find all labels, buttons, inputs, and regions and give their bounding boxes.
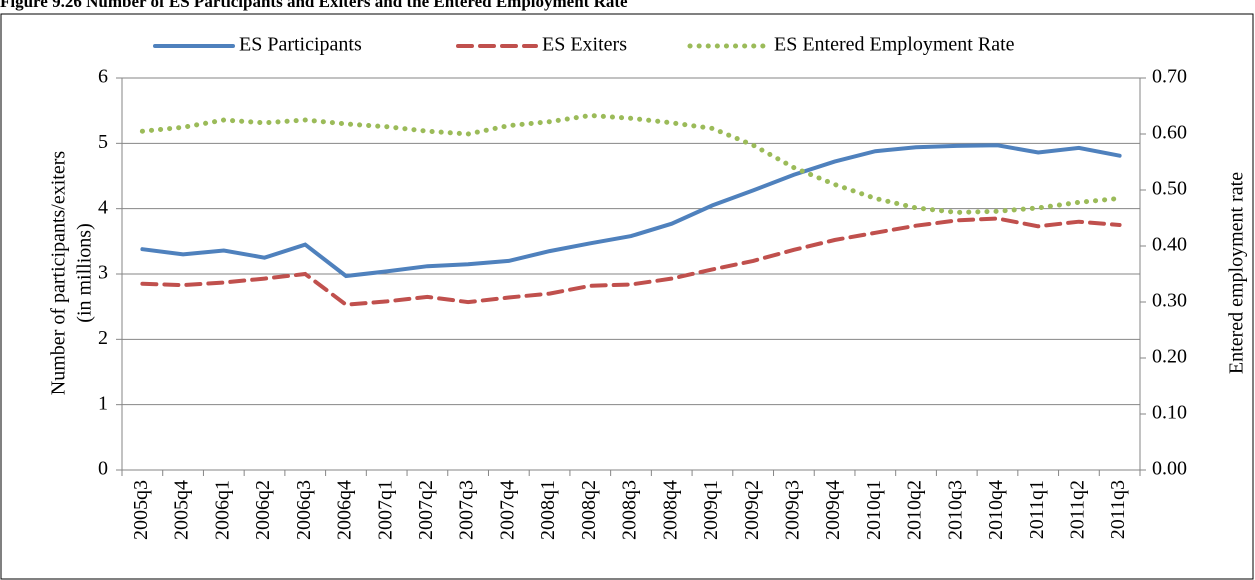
x-tick-label: 2007q3 (456, 480, 478, 540)
x-tick-label: 2011q3 (1107, 480, 1129, 539)
x-tick-label: 2008q1 (537, 480, 559, 540)
x-tick-label: 2008q3 (619, 480, 641, 540)
x-tick-label: 2006q2 (252, 480, 274, 540)
x-tick-label: 2010q3 (944, 480, 966, 540)
x-tick-label: 2007q2 (415, 480, 437, 540)
y2-tick-label: 0.00 (1152, 458, 1187, 480)
y-axis-label: (in millions) (74, 223, 96, 322)
y2-tick-label: 0.20 (1152, 346, 1187, 368)
y2-tick-label: 0.70 (1152, 66, 1187, 88)
x-tick-label: 2007q4 (496, 480, 518, 540)
series-line (139, 112, 1123, 215)
x-tick-label: 2007q1 (374, 480, 396, 540)
y2-tick-label: 0.10 (1152, 402, 1187, 424)
y-tick-label: 1 (98, 392, 108, 414)
y-tick-label: 5 (98, 131, 108, 153)
y2-tick-label: 0.60 (1152, 122, 1187, 144)
y-axis-label: Number of participants/exiters (48, 151, 70, 396)
series-line (140, 216, 1122, 307)
y2-tick-label: 0.50 (1152, 178, 1187, 200)
x-tick-label: 2006q3 (293, 480, 315, 540)
x-tick-label: 2010q2 (904, 480, 926, 540)
y-tick-label: 2 (98, 327, 108, 349)
y-tick-label: 4 (98, 196, 108, 218)
x-tick-label: 2006q4 (334, 480, 356, 540)
x-tick-label: 2008q2 (578, 480, 600, 540)
y2-tick-label: 0.40 (1152, 234, 1187, 256)
x-tick-label: 2006q1 (211, 480, 233, 540)
x-tick-label: 2009q4 (822, 480, 844, 540)
x-tick-label: 2010q4 (985, 480, 1007, 540)
y2-axis-label: Entered employment rate (1226, 172, 1248, 374)
y-tick-label: 0 (98, 458, 108, 480)
x-tick-label: 2010q1 (863, 480, 885, 540)
x-tick-label: 2011q2 (1067, 480, 1089, 539)
y2-tick-label: 0.30 (1152, 290, 1187, 312)
legend-label: ES Entered Employment Rate (774, 34, 1015, 56)
y-tick-label: 6 (98, 66, 108, 88)
x-tick-label: 2009q3 (781, 480, 803, 540)
chart-border (0, 13, 1254, 580)
x-tick-label: 2009q2 (741, 480, 763, 540)
x-tick-label: 2005q3 (130, 480, 152, 540)
series-line (140, 143, 1122, 279)
x-tick-label: 2011q1 (1026, 480, 1048, 539)
x-tick-label: 2008q4 (659, 480, 681, 540)
x-tick-label: 2005q4 (171, 480, 193, 540)
legend-label: ES Exiters (542, 34, 627, 56)
legend-label: ES Participants (239, 34, 362, 56)
y-tick-label: 3 (98, 262, 108, 284)
x-tick-label: 2009q1 (700, 480, 722, 540)
chart-title: Figure 9.26 Number of ES Participants an… (0, 0, 628, 11)
